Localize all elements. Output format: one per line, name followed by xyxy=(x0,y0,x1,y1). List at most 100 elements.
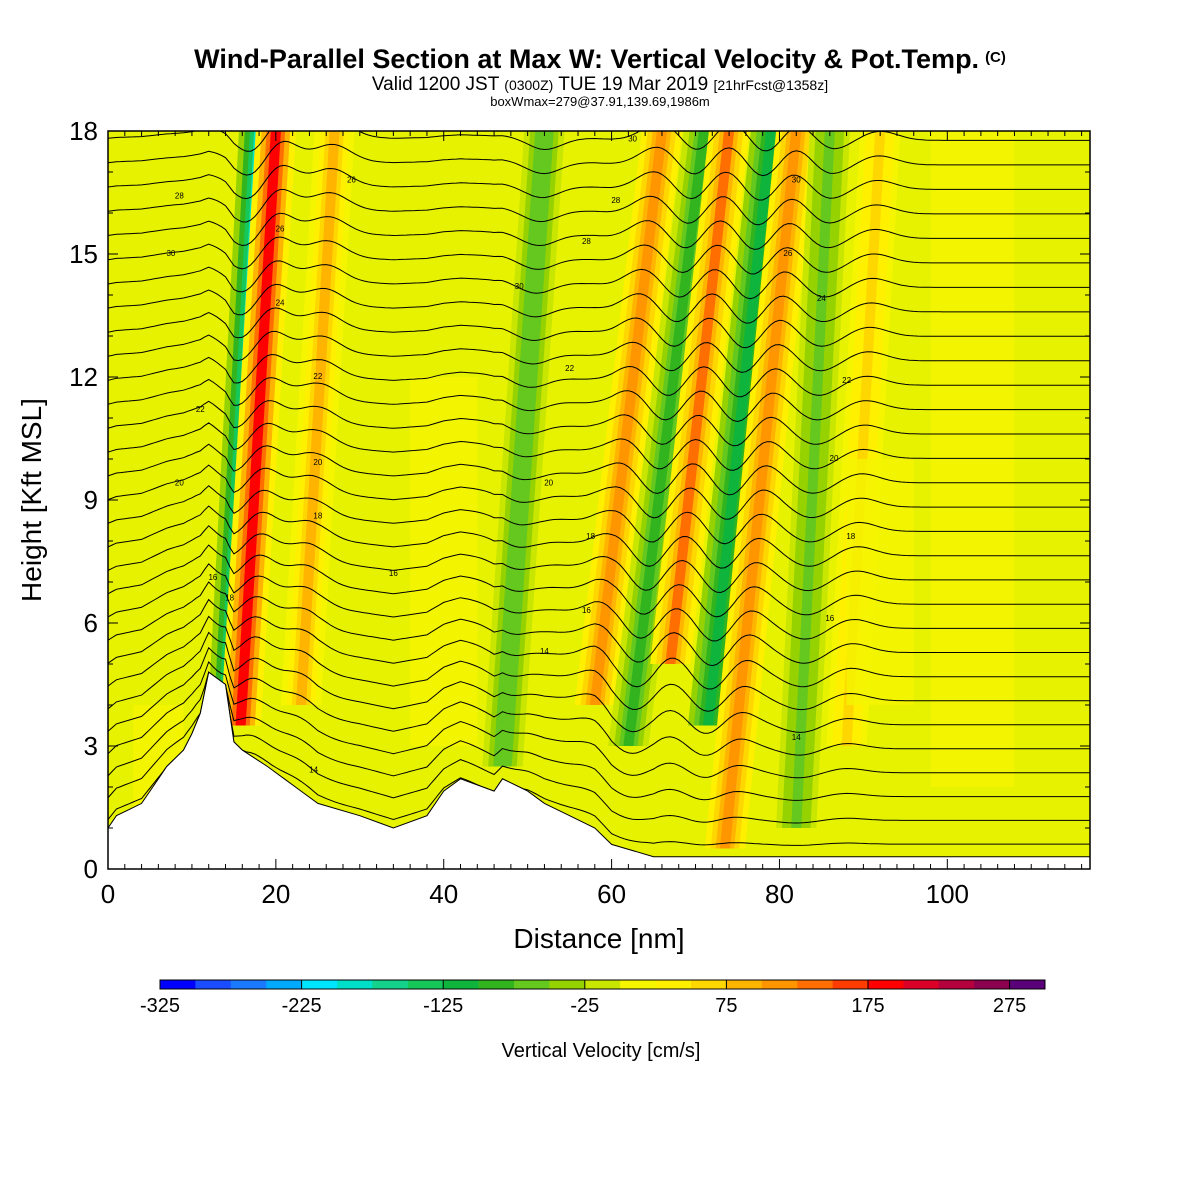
box-max-info: boxWmax=279@37.91,139.69,1986m xyxy=(490,94,710,109)
x-tick-label: 20 xyxy=(261,879,290,909)
w-band-updraft xyxy=(574,131,683,705)
colorbar-label: -25 xyxy=(570,995,599,1017)
colorbar-swatch xyxy=(514,980,550,989)
theta-contour xyxy=(108,525,1090,594)
w-band-updraft xyxy=(650,131,750,664)
theta-contour xyxy=(108,598,1090,690)
theta-contour xyxy=(108,212,1090,250)
colorbar-swatch xyxy=(195,980,232,989)
w-band-level xyxy=(497,131,550,767)
colorbar-swatch xyxy=(549,980,586,989)
colorbar-swatch xyxy=(443,980,479,989)
theta-contour xyxy=(108,505,1090,569)
theta-contour xyxy=(108,631,1090,734)
theta-contour xyxy=(108,131,1090,152)
contour-label: 26 xyxy=(347,175,356,184)
theta-contour xyxy=(108,581,1090,667)
colorbar-label: -125 xyxy=(423,995,463,1017)
theta-contour xyxy=(108,307,1090,349)
contour-label: 28 xyxy=(611,196,620,205)
contour-label: 30 xyxy=(628,134,637,143)
contour-label: 16 xyxy=(208,573,217,582)
colorbar-label: 275 xyxy=(993,995,1026,1017)
y-tick-label: 6 xyxy=(84,608,98,638)
contour-label: 20 xyxy=(175,479,184,488)
colorbar-label: -225 xyxy=(282,995,322,1017)
w-band-level xyxy=(589,131,667,705)
contour-label: 16 xyxy=(582,606,591,615)
y-tick-label: 0 xyxy=(84,854,98,884)
colorbar-title: Vertical Velocity [cm/s] xyxy=(502,1040,701,1062)
colorbar-swatch xyxy=(974,980,1010,989)
w-band-level xyxy=(703,131,777,726)
w-band-downdraft xyxy=(482,131,565,767)
theta-contour xyxy=(108,236,1090,275)
contour-label: 24 xyxy=(276,298,285,307)
contour-label: 30 xyxy=(166,249,175,258)
contour-label: 14 xyxy=(309,766,318,775)
theta-contour xyxy=(108,283,1090,324)
colorbar-swatch xyxy=(655,980,692,989)
colorbar-label: 175 xyxy=(851,995,884,1017)
x-tick-label: 0 xyxy=(101,879,115,909)
x-tick-label: 100 xyxy=(926,879,969,909)
contour-label: 16 xyxy=(825,614,834,623)
contour-label: 30 xyxy=(792,175,801,184)
y-tick-label: 9 xyxy=(84,485,98,515)
w-band-level xyxy=(719,131,802,849)
contour-label: 16 xyxy=(389,569,398,578)
theta-contour xyxy=(108,140,1090,177)
contour-label: 18 xyxy=(586,532,595,541)
theta-contour xyxy=(108,646,1090,756)
contour-label: 30 xyxy=(515,282,524,291)
w-band-updraft xyxy=(280,131,355,705)
theta-contour xyxy=(108,671,1090,801)
contour-label: 28 xyxy=(175,192,184,201)
theta-contour xyxy=(108,671,1090,824)
colorbar-swatch xyxy=(337,980,373,989)
theta-contour xyxy=(108,377,1090,423)
theta-contour xyxy=(108,443,1090,496)
colorbar-swatch xyxy=(797,980,833,989)
chart-subtitle: Valid 1200 JST (0300Z) TUE 19 Mar 2019 [… xyxy=(371,74,829,95)
chart-title: Wind-Parallel Section at Max W: Vertical… xyxy=(194,44,1006,74)
contour-label: 26 xyxy=(276,225,285,234)
terrain-mask xyxy=(107,671,1091,870)
theta-contour xyxy=(108,422,1090,471)
contour-label: 22 xyxy=(313,372,322,381)
title-units-tag: (C) xyxy=(985,49,1006,66)
colorbar-swatch xyxy=(620,980,656,989)
theta-contour xyxy=(108,330,1090,373)
colorbar-label: -325 xyxy=(140,995,180,1017)
x-axis-title: Distance [nm] xyxy=(513,923,684,954)
colorbar-swatch xyxy=(726,980,763,989)
colorbar-swatch xyxy=(478,980,515,989)
theta-contour xyxy=(108,661,1090,779)
theta-contour xyxy=(108,260,1090,300)
w-band-level xyxy=(791,131,835,828)
theta-contour xyxy=(108,464,1090,520)
contour-label: 18 xyxy=(846,532,855,541)
w-band-level xyxy=(296,131,340,705)
colorbar-swatch xyxy=(938,980,975,989)
contour-label: 14 xyxy=(540,647,549,656)
colorbar-swatch xyxy=(301,980,338,989)
theta-contour xyxy=(108,485,1090,545)
x-tick-label: 80 xyxy=(765,879,794,909)
colorbar: -325 -225 -125 -25 75 175 275 xyxy=(140,979,1046,1017)
colorbar-swatch xyxy=(1009,980,1046,989)
colorbar-swatch xyxy=(903,980,940,989)
potential-temperature-contours xyxy=(108,131,1090,846)
contour-label: 20 xyxy=(544,479,553,488)
colorbar-swatch xyxy=(868,980,904,989)
theta-contour xyxy=(108,671,1090,846)
colorbar-swatch xyxy=(832,980,869,989)
contour-label: 22 xyxy=(842,376,851,385)
colorbar-swatch xyxy=(372,980,409,989)
y-tick-label: 12 xyxy=(69,362,98,392)
contour-label: 18 xyxy=(225,594,234,603)
x-tick-label: 40 xyxy=(429,879,458,909)
contour-label: 24 xyxy=(817,294,826,303)
contour-label: 20 xyxy=(830,454,839,463)
